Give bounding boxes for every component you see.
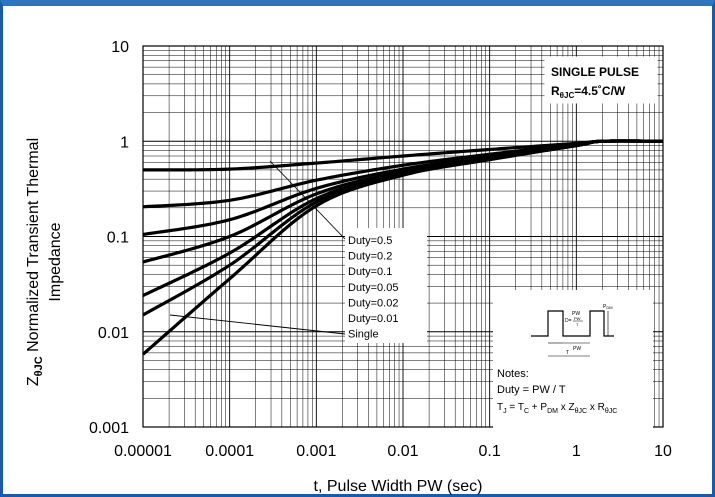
legend-label: Duty=0.5 <box>348 235 392 247</box>
pulse-pdm-label: PDM <box>603 304 613 310</box>
pulse-ratio-denominator: T <box>576 322 579 327</box>
x-tick-label: 1 <box>572 443 581 460</box>
y-tick-label: 1 <box>120 134 129 151</box>
series-group <box>141 139 664 356</box>
pulse-pw-top-label: PW <box>572 311 580 317</box>
y-tick-label: 0.001 <box>89 420 129 437</box>
legend-label: Single <box>348 329 379 341</box>
x-tick-labels: 0.00001 0.0001 0.001 0.01 0.1 1 10 <box>114 443 672 460</box>
pulse-ratio-label: D= <box>565 318 572 324</box>
single-pulse-annotation: SINGLE PULSE RθJC=4.5˚C/W <box>544 56 658 104</box>
pulse-diagram <box>531 310 614 337</box>
y-tick-label: 0.1 <box>107 230 129 247</box>
x-tick-label: 10 <box>654 443 672 460</box>
leader-line-single <box>169 314 346 335</box>
x-axis-label: t, Pulse Width PW (sec) <box>314 478 483 495</box>
notes-tj-formula: TJ = TC + PDM x ZθJC x RθJC <box>497 402 617 415</box>
legend-label: Duty=0.1 <box>348 266 392 278</box>
notes-duty-formula: Duty = PW / T <box>497 384 566 396</box>
x-tick-label: 0.001 <box>296 443 336 460</box>
notes-title: Notes: <box>497 368 529 380</box>
y-tick-labels: 0.001 0.01 0.1 1 10 <box>89 39 129 437</box>
pulse-dimension-lines <box>548 311 609 357</box>
pulse-waveform <box>531 310 614 337</box>
leader-line-duty-0-5 <box>269 160 346 240</box>
legend-label: Duty=0.01 <box>348 313 398 325</box>
leader-lines <box>169 160 346 335</box>
annotation-line2: RθJC=4.5˚C/W <box>551 84 626 100</box>
y-tick-label: 10 <box>111 39 129 56</box>
annotation-line1: SINGLE PULSE <box>551 65 639 79</box>
y-tick-label: 0.01 <box>98 325 129 342</box>
pulse-t-label: T <box>566 350 569 356</box>
plot-border <box>142 45 664 428</box>
x-tick-label: 0.0001 <box>205 443 254 460</box>
pulse-ratio-numerator: PW <box>574 316 581 321</box>
legend-label: Duty=0.2 <box>348 251 392 263</box>
y-axis-label: ZθJC Normalized Transient Thermal <box>25 138 45 386</box>
series-line-7 <box>141 139 664 356</box>
legend-labels: Duty=0.5 Duty=0.2 Duty=0.1 Duty=0.05 Duty=0.… <box>348 235 398 341</box>
legend-label: Duty=0.02 <box>348 297 398 309</box>
notes-box: PDM PW D= PW T PW T Notes: Duty = PW / T… <box>493 290 653 428</box>
x-tick-label: 0.00001 <box>114 443 172 460</box>
legend-label: Duty=0.05 <box>348 282 398 294</box>
pulse-pw-bottom-label: PW <box>573 346 581 352</box>
legend: Duty=0.5 Duty=0.2 Duty=0.1 Duty=0.05 Duty=0.… <box>345 228 427 343</box>
x-tick-label: 0.1 <box>479 443 501 460</box>
y-axis-label-line2: Impedance <box>47 222 64 301</box>
x-tick-label: 0.01 <box>387 443 418 460</box>
